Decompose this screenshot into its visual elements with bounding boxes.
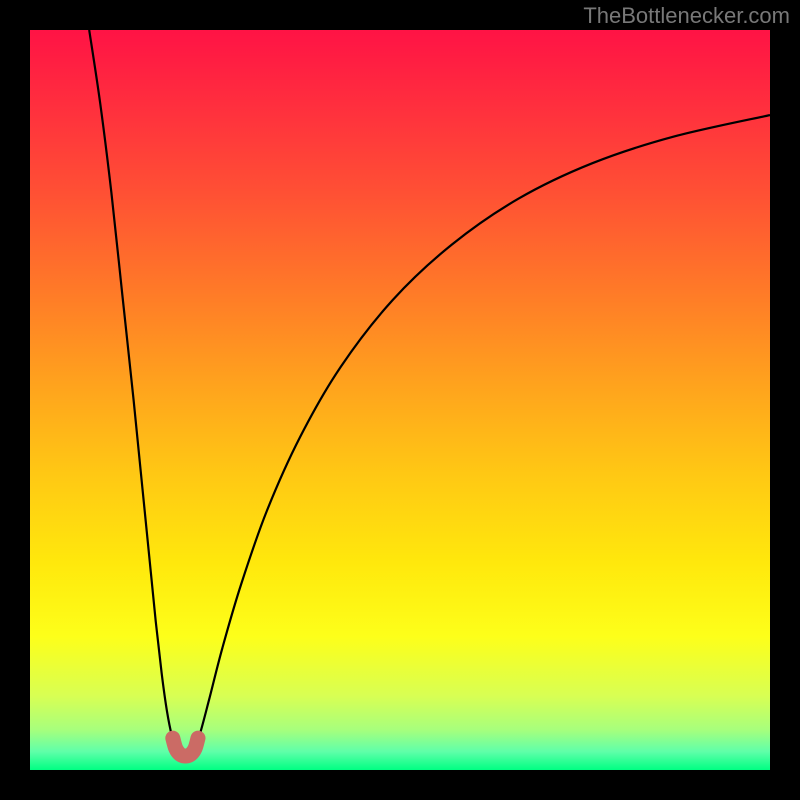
bottleneck-chart bbox=[0, 0, 800, 800]
watermark-text: TheBottlenecker.com bbox=[583, 3, 790, 29]
chart-container: TheBottlenecker.com bbox=[0, 0, 800, 800]
